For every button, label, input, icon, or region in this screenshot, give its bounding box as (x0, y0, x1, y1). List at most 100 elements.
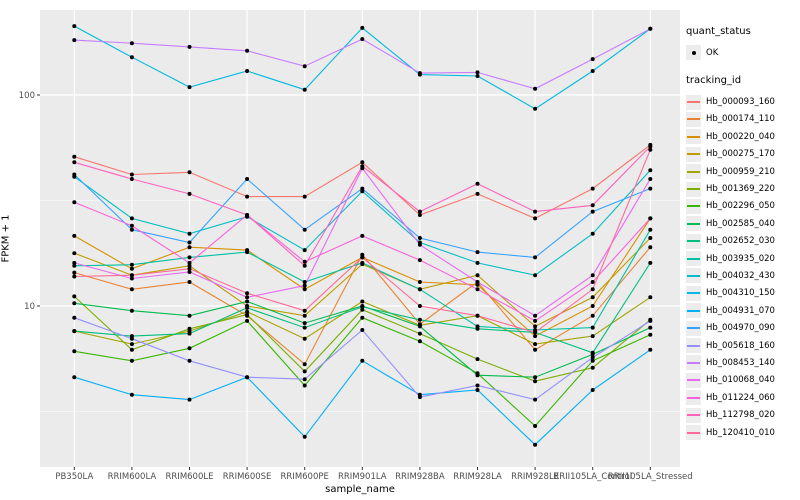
data-point (245, 305, 250, 310)
legend-item: Hb_002652_030 (686, 233, 798, 250)
data-point (302, 362, 307, 367)
legend-item: Hb_001369_220 (686, 180, 798, 197)
data-point (72, 270, 77, 275)
legend-item-label: Hb_004032_430 (706, 270, 775, 281)
legend-line-icon (687, 118, 700, 121)
legend-item-label: OK (706, 47, 719, 58)
legend-line-icon (687, 309, 700, 312)
legend-item: Hb_000275_170 (686, 146, 798, 163)
data-point (648, 325, 653, 330)
legend-line-icon (687, 101, 700, 104)
legend-item: Hb_120410_010 (686, 424, 798, 441)
legend-item-label: Hb_003935_020 (706, 253, 775, 264)
data-point (302, 248, 307, 253)
legend-line-icon (687, 396, 700, 399)
legend-key (686, 320, 701, 336)
data-point (187, 260, 192, 265)
data-point (302, 369, 307, 374)
data-point (475, 373, 480, 378)
data-point (187, 346, 192, 351)
legend-key (686, 164, 701, 180)
legend-item: Hb_011224_060 (686, 389, 798, 406)
data-point (245, 309, 250, 314)
data-point (648, 318, 653, 323)
data-point (245, 312, 250, 317)
data-point (590, 295, 595, 300)
legend-line-icon (687, 379, 700, 382)
x-tick-label: RRIM600LE (166, 472, 214, 482)
y-tick-label: 10 (24, 302, 35, 312)
data-point (360, 25, 365, 30)
data-point (648, 236, 653, 240)
data-point (417, 339, 422, 344)
legend-item-label: Hb_005618_160 (706, 340, 775, 351)
data-point (187, 255, 192, 260)
legend-key (686, 407, 701, 423)
data-point (360, 328, 365, 332)
data-point (533, 106, 538, 111)
legend-item: Hb_000174_110 (686, 111, 798, 128)
data-point (187, 313, 192, 318)
data-point (475, 324, 480, 329)
legend-line-icon (687, 327, 700, 330)
data-point (533, 375, 538, 380)
data-point (187, 85, 192, 90)
data-point (648, 168, 653, 173)
data-point (129, 308, 134, 313)
data-point (533, 379, 538, 384)
data-point (475, 383, 480, 388)
data-point (187, 44, 192, 49)
data-point (72, 301, 77, 306)
data-point (648, 186, 653, 191)
data-point (590, 350, 595, 355)
data-point (475, 70, 480, 75)
data-point (360, 255, 365, 260)
data-point (72, 154, 77, 159)
y-tick-label: 100 (19, 91, 35, 101)
y-axis-title: FPKM + 1 (0, 214, 12, 263)
data-point (590, 325, 595, 330)
data-point (129, 358, 134, 363)
legend-title-quant-status: quant_status (686, 26, 751, 37)
data-point (72, 38, 77, 43)
data-point (72, 329, 77, 334)
legend-item: Hb_112798_020 (686, 406, 798, 423)
data-point (72, 294, 77, 299)
legend-item: Hb_004310_150 (686, 285, 798, 302)
data-point (302, 87, 307, 92)
data-point (417, 209, 422, 214)
legend-key (686, 303, 701, 319)
data-point (590, 69, 595, 73)
data-point (187, 280, 192, 284)
data-point (590, 209, 595, 214)
data-point (129, 273, 134, 278)
data-point (72, 375, 77, 380)
data-point (417, 258, 422, 263)
legend-key (686, 251, 701, 267)
data-point (648, 147, 653, 152)
data-point (245, 291, 250, 296)
legend-line-icon (687, 153, 700, 156)
data-point (187, 191, 192, 196)
data-point (302, 308, 307, 313)
legend-line-icon (687, 135, 700, 138)
data-point (475, 388, 480, 392)
data-point (302, 259, 307, 264)
data-point (590, 313, 595, 318)
legend-key (686, 390, 701, 406)
legend-key (686, 425, 701, 440)
data-point (533, 424, 538, 428)
legend-item-label: Hb_008453_140 (706, 357, 775, 368)
legend-key (686, 94, 701, 110)
data-point (302, 377, 307, 382)
data-point (475, 287, 480, 292)
data-point (590, 355, 595, 360)
legend-block-quant-status: quant_status OK (686, 26, 798, 61)
data-point (417, 324, 422, 329)
legend-item-label: Hb_002296_050 (706, 201, 775, 212)
data-point (648, 216, 653, 221)
data-point (72, 274, 77, 279)
data-point (590, 231, 595, 236)
x-tick-label: RRIM600SE (223, 472, 272, 482)
